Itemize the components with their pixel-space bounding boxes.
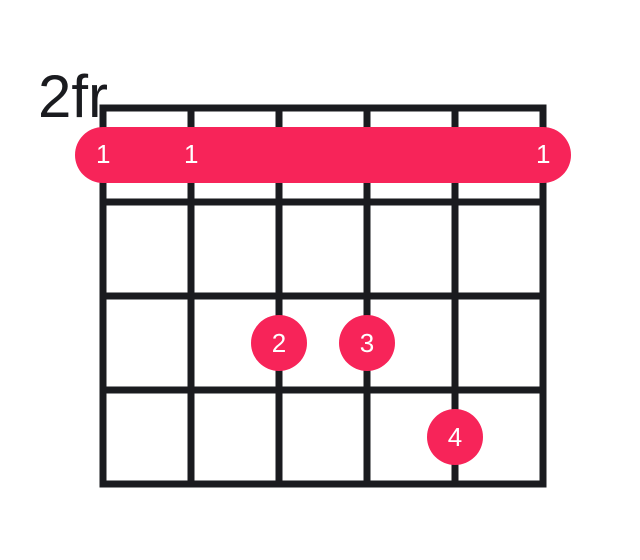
barre-finger-label: 1 — [184, 139, 198, 170]
chord-diagram: 2fr 1 1 1 2 3 4 — [0, 0, 640, 560]
fret-position-label: 2fr — [38, 62, 108, 131]
barre — [75, 127, 571, 183]
barre-finger-label: 1 — [536, 139, 550, 170]
barre-finger-label: 1 — [96, 139, 110, 170]
finger-number: 3 — [360, 328, 374, 359]
finger-number: 4 — [448, 422, 462, 453]
finger-dot: 3 — [339, 315, 395, 371]
finger-number: 2 — [272, 328, 286, 359]
finger-dot: 2 — [251, 315, 307, 371]
finger-dot: 4 — [427, 409, 483, 465]
